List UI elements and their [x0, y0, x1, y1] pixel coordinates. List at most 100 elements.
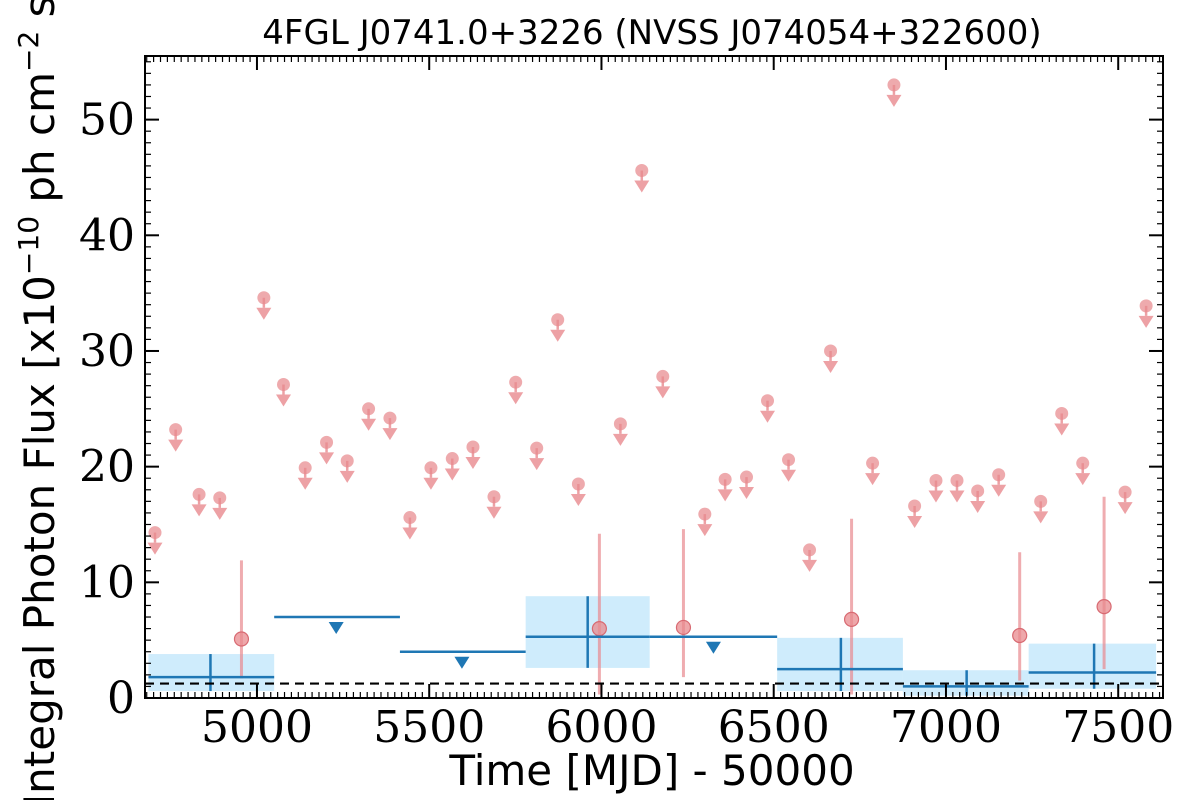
short-bin-ul-point-36 — [992, 468, 1006, 482]
y-tick-label: 10 — [79, 557, 135, 608]
short-bin-ul-point-31 — [887, 78, 901, 92]
short-bin-ul-arrow-0 — [147, 542, 163, 555]
short-bin-ul-arrow-8 — [339, 470, 355, 483]
short-bin-ul-point-14 — [466, 440, 480, 454]
short-bin-ul-point-0 — [148, 526, 162, 540]
short-bin-ul-arrow-6 — [297, 477, 313, 490]
short-bin-ul-point-38 — [1055, 406, 1069, 420]
short-bin-ul-point-9 — [362, 402, 376, 416]
short-bin-ul-point-19 — [571, 477, 585, 491]
y-tick-label: 50 — [79, 95, 135, 146]
short-bin-ul-point-32 — [908, 499, 922, 513]
chart-title: 4FGL J0741.0+3226 (NVSS J074054+322600) — [262, 13, 1041, 53]
plot-frame — [144, 55, 1164, 699]
short-bin-ul-point-40 — [1118, 485, 1132, 499]
long-bin-band-4 — [1028, 643, 1157, 689]
y-axis-label-end: s — [15, 0, 64, 31]
long-bin-ul-arrow-0 — [328, 622, 344, 635]
short-bin-ul-arrow-14 — [465, 456, 481, 469]
short-bin-ul-arrow-34 — [949, 490, 965, 503]
short-bin-ul-point-7 — [320, 435, 334, 449]
axes-layer: 5000 5500 6000 6500 7000 7500 0 10 20 30 40 50 — [79, 55, 1174, 753]
short-bin-ul-point-3 — [213, 491, 227, 505]
short-bin-ul-point-6 — [298, 461, 312, 475]
short-bin-ul-arrow-28 — [802, 559, 818, 572]
short-bin-ul-point-34 — [950, 474, 964, 488]
short-bin-ul-point-8 — [340, 454, 354, 468]
short-bin-ul-arrow-38 — [1054, 423, 1070, 436]
short-bin-point-0 — [233, 631, 250, 647]
short-bin-ul-point-15 — [487, 490, 501, 504]
short-bin-ul-arrow-40 — [1117, 502, 1133, 515]
short-bin-ul-arrow-13 — [444, 468, 460, 481]
short-bin-ul-point-28 — [803, 543, 817, 557]
y-axis-label-mid: ph cm — [15, 72, 64, 216]
short-bin-ul-point-18 — [551, 313, 565, 327]
short-bin-ul-point-13 — [445, 452, 459, 466]
y-tick-label: 30 — [79, 326, 135, 377]
long-bin-ul-arrow-1 — [454, 656, 470, 669]
short-bin-ul-arrow-33 — [928, 490, 944, 503]
short-bin-ul-arrow-35 — [970, 500, 986, 513]
data-layer — [145, 78, 1163, 696]
short-bin-ul-point-2 — [192, 487, 206, 501]
short-bin-ul-point-26 — [761, 394, 775, 408]
short-bin-ul-arrow-32 — [907, 515, 923, 528]
y-tick-label: 0 — [107, 673, 135, 724]
short-bin-ul-arrow-10 — [382, 428, 398, 441]
x-axis-label: Time [MJD] - 50000 — [448, 746, 854, 795]
short-bin-ul-arrow-16 — [508, 392, 524, 405]
short-bin-ul-arrow-23 — [697, 524, 713, 537]
short-bin-ul-point-41 — [1139, 299, 1153, 313]
short-bin-point-4 — [1012, 627, 1028, 644]
short-bin-ul-point-22 — [656, 369, 670, 383]
short-bin-ul-arrow-25 — [738, 487, 754, 500]
short-bin-ul-point-20 — [613, 417, 627, 431]
short-bin-ul-point-33 — [929, 474, 943, 488]
short-bin-ul-point-27 — [782, 453, 796, 467]
short-bin-ul-arrow-41 — [1138, 315, 1154, 328]
short-bin-ul-point-29 — [824, 344, 838, 358]
short-bin-ul-point-23 — [698, 507, 712, 521]
short-bin-ul-point-1 — [169, 423, 183, 437]
short-bin-ul-point-5 — [276, 378, 290, 392]
x-tick-label: 7000 — [890, 702, 1002, 753]
short-bin-ul-arrow-17 — [529, 458, 545, 471]
short-bin-ul-point-12 — [424, 461, 438, 475]
short-bin-ul-arrow-36 — [991, 484, 1007, 497]
short-bin-ul-point-16 — [509, 375, 523, 389]
short-bin-ul-arrow-2 — [191, 504, 207, 517]
x-tick-label: 6000 — [545, 702, 657, 753]
short-bin-ul-arrow-22 — [655, 386, 671, 399]
short-bin-point-3 — [843, 611, 860, 627]
short-bin-point-2 — [675, 619, 692, 636]
short-bin-ul-arrow-18 — [550, 329, 566, 342]
short-bin-ul-arrow-15 — [486, 506, 502, 519]
short-bin-ul-point-4 — [257, 291, 271, 305]
short-bin-ul-arrow-21 — [634, 180, 650, 193]
y-axis-label-exp: −10 — [12, 216, 45, 275]
x-tick-label: 5000 — [201, 702, 313, 753]
short-bin-ul-point-24 — [718, 472, 732, 486]
short-bin-ul-arrow-5 — [275, 394, 291, 407]
short-bin-ul-arrow-20 — [612, 433, 628, 446]
short-bin-ul-arrow-31 — [886, 94, 902, 107]
short-bin-ul-point-11 — [403, 511, 417, 525]
short-bin-ul-arrow-11 — [402, 527, 418, 540]
short-bin-ul-point-10 — [383, 411, 397, 425]
long-bin-ul-arrow-2 — [705, 641, 721, 654]
short-bin-ul-point-35 — [971, 484, 985, 498]
short-bin-ul-point-37 — [1034, 494, 1048, 508]
short-bin-ul-point-25 — [739, 470, 753, 484]
x-tick-label: 5500 — [373, 702, 485, 753]
short-bin-ul-arrow-29 — [823, 360, 839, 373]
short-bin-ul-point-39 — [1076, 456, 1090, 470]
short-bin-ul-point-30 — [866, 456, 880, 470]
y-axis-label-exp2: −2 — [12, 31, 45, 72]
x-tick-label: 6500 — [718, 702, 830, 753]
short-bin-point-5 — [1096, 599, 1112, 615]
short-bin-ul-arrow-3 — [212, 507, 228, 520]
short-bin-ul-arrow-7 — [319, 452, 335, 465]
short-bin-ul-arrow-19 — [570, 494, 586, 506]
